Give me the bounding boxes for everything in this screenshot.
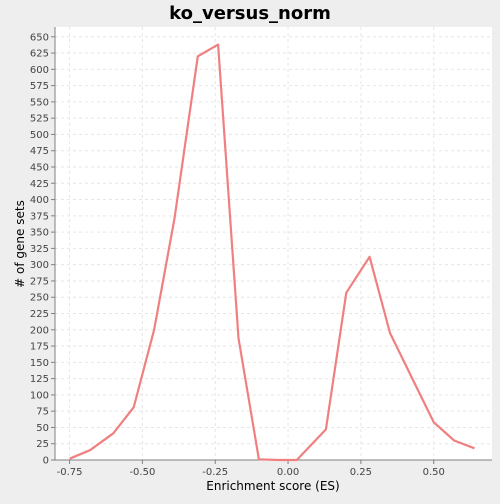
x-tick-label: -0.75 xyxy=(57,467,83,478)
y-tick-label: 50 xyxy=(36,423,49,434)
y-tick-label: 200 xyxy=(30,325,49,336)
y-tick-label: 325 xyxy=(30,244,49,255)
y-tick-label: 650 xyxy=(30,32,49,43)
y-tick-label: 225 xyxy=(30,309,49,320)
y-tick-label: 625 xyxy=(30,49,49,60)
x-tick-label: -0.25 xyxy=(202,467,228,478)
y-tick-label: 275 xyxy=(30,276,49,287)
y-tick-label: 400 xyxy=(30,195,49,206)
x-axis-label: Enrichment score (ES) xyxy=(206,479,339,493)
y-tick-label: 425 xyxy=(30,179,49,190)
plot-area: 0 25 50 75 100 125 150 175 200 225 250 275 300 325 350… xyxy=(30,27,492,478)
y-tick-label: 600 xyxy=(30,65,49,76)
y-tick-label: 550 xyxy=(30,97,49,108)
x-tick-label: -0.50 xyxy=(129,467,155,478)
y-tick-label: 475 xyxy=(30,146,49,157)
chart-title: ko_versus_norm xyxy=(169,3,331,24)
y-tick-label: 125 xyxy=(30,374,49,385)
y-tick-label: 100 xyxy=(30,390,49,401)
x-tick-label: 0.25 xyxy=(350,467,372,478)
x-tick-label: 0.50 xyxy=(423,467,445,478)
y-axis-label: # of gene sets xyxy=(13,200,27,288)
y-tick-label: 575 xyxy=(30,81,49,92)
y-tick-label: 350 xyxy=(30,228,49,239)
y-tick-label: 25 xyxy=(36,439,49,450)
y-tick-label: 375 xyxy=(30,211,49,222)
y-tick-label: 150 xyxy=(30,358,49,369)
y-tick-label: 250 xyxy=(30,293,49,304)
x-tick-label: 0.00 xyxy=(277,467,299,478)
y-tick-label: 300 xyxy=(30,260,49,271)
y-tick-label: 450 xyxy=(30,162,49,173)
y-tick-label: 500 xyxy=(30,130,49,141)
y-tick-label: 525 xyxy=(30,114,49,125)
y-tick-label: 75 xyxy=(36,407,49,418)
y-tick-label: 175 xyxy=(30,342,49,353)
y-tick-label: 0 xyxy=(43,456,49,467)
